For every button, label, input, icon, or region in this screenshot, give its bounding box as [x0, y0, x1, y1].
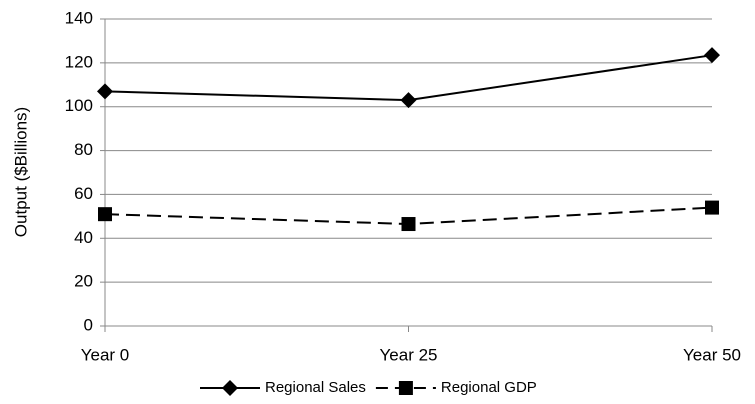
y-tick-label: 40: [74, 228, 93, 247]
x-tick-label: Year 50: [683, 345, 741, 364]
y-tick-label: 120: [65, 52, 93, 71]
y-tick-label: 60: [74, 184, 93, 203]
legend-label: Regional Sales: [265, 379, 366, 396]
legend-marker: [398, 381, 413, 395]
y-tick-label: 100: [65, 96, 93, 115]
x-tick-label: Year 25: [380, 345, 438, 364]
legend-marker: [222, 380, 238, 396]
legend: Regional Sales Regional GDP: [200, 379, 537, 396]
marker: [400, 92, 417, 109]
y-tick-label: 80: [74, 140, 93, 159]
y-axis-label: Output ($Billions): [11, 107, 30, 237]
marker: [704, 47, 720, 64]
y-tick-label: 0: [84, 315, 93, 334]
y-tick-label: 20: [74, 272, 93, 291]
x-tick-label: Year 0: [81, 345, 130, 364]
marker: [705, 200, 719, 215]
legend-label: Regional GDP: [441, 379, 537, 396]
marker: [98, 207, 112, 222]
marker: [401, 217, 416, 232]
y-tick-label: 140: [65, 8, 93, 27]
marker: [97, 83, 113, 100]
